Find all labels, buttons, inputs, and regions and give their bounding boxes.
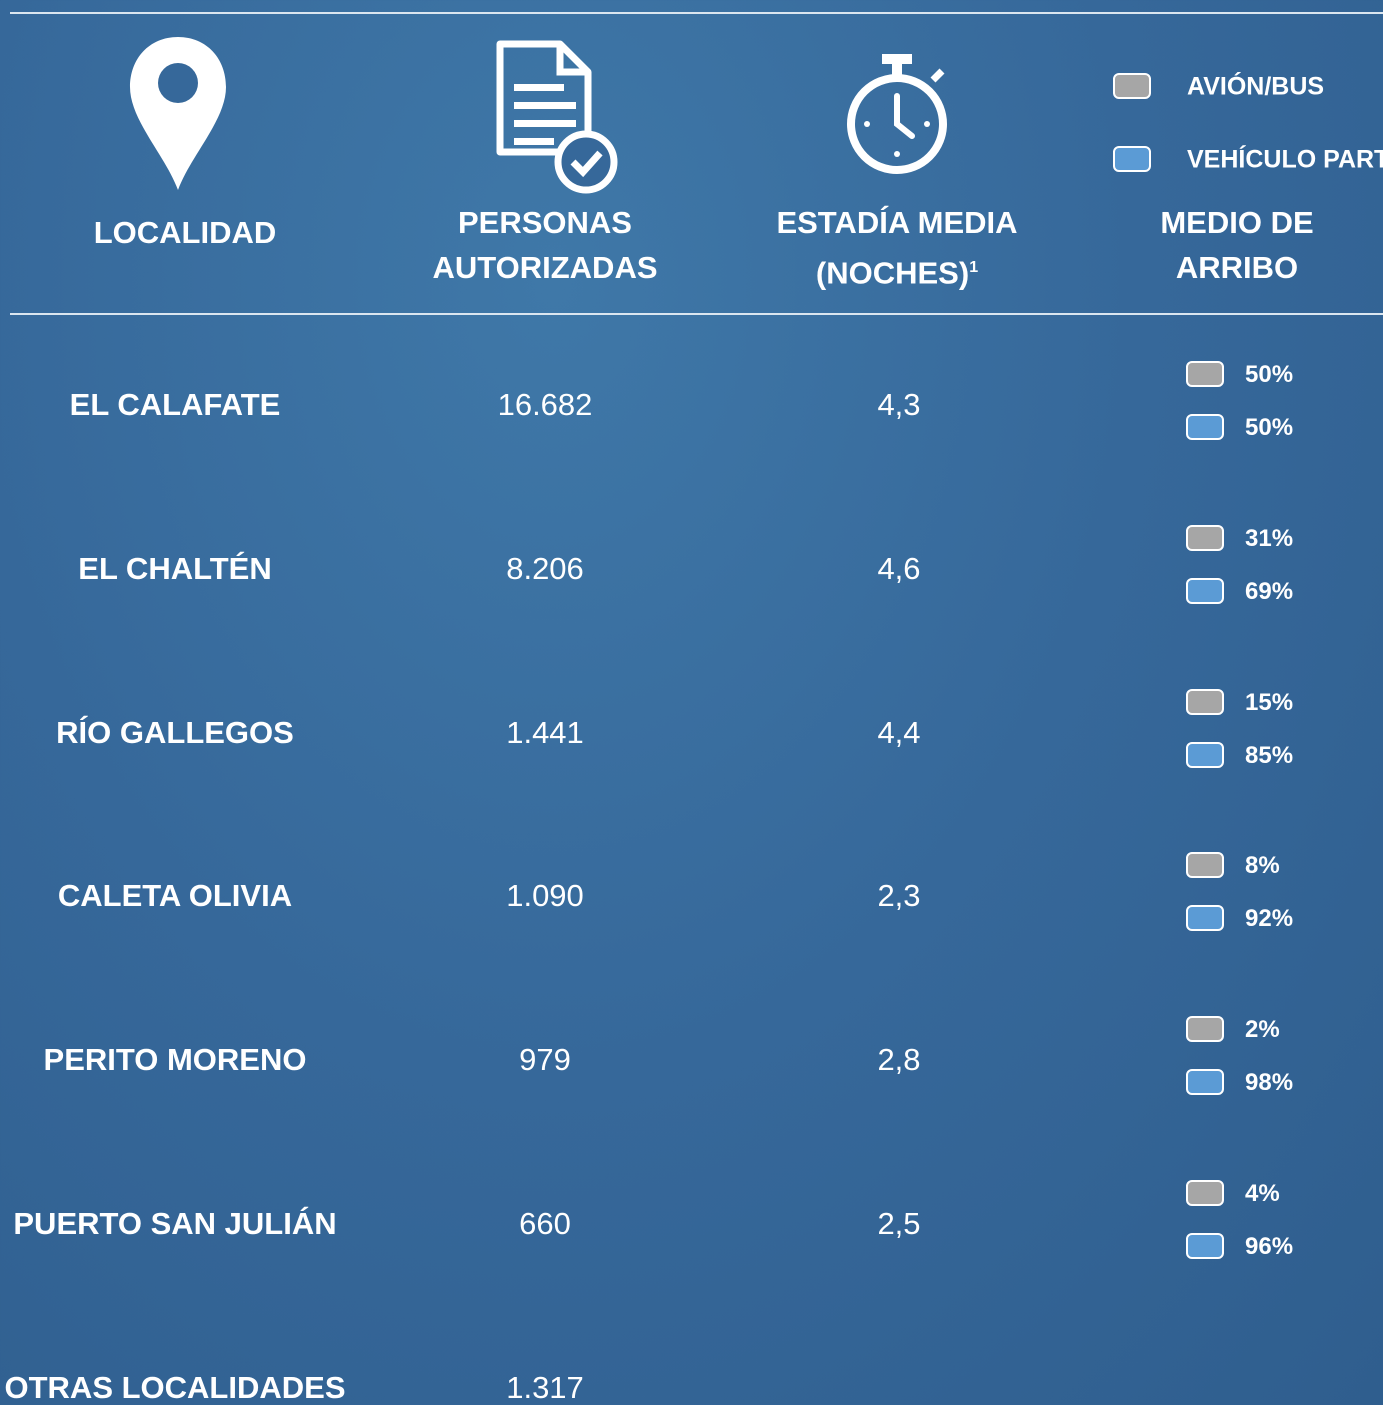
arribo-swatch	[1186, 524, 1224, 551]
legend-label: AVIÓN/BUS	[1187, 72, 1325, 101]
arribo-swatch	[1186, 852, 1224, 879]
divider	[10, 313, 1383, 315]
header-estadia-text: ESTADÍA MEDIA (NOCHES)	[776, 205, 1018, 291]
legend-swatch	[1113, 146, 1151, 172]
personas: 660	[519, 1206, 571, 1241]
arribo-swatch	[1186, 741, 1224, 768]
arribo-swatch	[1186, 905, 1224, 932]
footnote-mark: 1	[969, 259, 979, 276]
estadia: 2,8	[877, 1042, 921, 1078]
arribo-swatch	[1186, 1069, 1224, 1096]
arribo-pct: 85%	[1245, 741, 1294, 769]
arribo-swatch	[1186, 1233, 1224, 1259]
arribo-pct: 96%	[1245, 1233, 1294, 1260]
arribo-pct: 4%	[1245, 1180, 1280, 1207]
estadia: 4,6	[877, 550, 921, 586]
arribo-swatch	[1186, 577, 1224, 604]
personas: 16.682	[497, 387, 593, 422]
localidad: CALETA OLIVIA	[57, 878, 293, 914]
arribo-pct: 98%	[1245, 1069, 1294, 1097]
arribo-pct: 50%	[1245, 361, 1294, 388]
arribo-swatch	[1186, 361, 1224, 387]
localidad: RÍO GALLEGOS	[56, 714, 294, 750]
arribo-pct: 31%	[1245, 524, 1294, 552]
personas: 1.441	[506, 714, 584, 750]
arribo-swatch	[1186, 1016, 1224, 1043]
arribo-pct: 92%	[1245, 905, 1294, 933]
header-localidad: LOCALIDAD	[93, 215, 277, 250]
localidad: EL CALAFATE	[69, 387, 281, 422]
personas: 979	[519, 1042, 571, 1078]
estadia: 2,5	[877, 1206, 921, 1241]
document-icon	[496, 40, 618, 194]
header-personas: PERSONAS AUTORIZADAS	[432, 205, 658, 285]
header-estadia: ESTADÍA MEDIA (NOCHES)1	[757, 200, 1037, 295]
estadia: 4,3	[877, 387, 921, 422]
localidad: PERITO MORENO	[43, 1042, 307, 1078]
stopwatch-icon	[847, 54, 947, 174]
estadia: 2,3	[877, 878, 921, 914]
arribo-swatch	[1186, 414, 1224, 440]
arribo-pct: 2%	[1245, 1016, 1280, 1044]
localidad: PUERTO SAN JULIÁN	[13, 1206, 337, 1241]
arribo-pct: 69%	[1245, 577, 1294, 605]
header-medio: MEDIO DE ARRIBO	[1160, 205, 1314, 285]
legend-swatch	[1113, 73, 1151, 99]
arribo-pct: 15%	[1245, 688, 1294, 716]
arribo-swatch	[1186, 688, 1224, 715]
localidad: OTRAS LOCALIDADES	[4, 1369, 346, 1405]
personas: 8.206	[506, 550, 584, 586]
estadia: 4,4	[877, 714, 921, 750]
arribo-pct: 8%	[1245, 852, 1280, 880]
divider	[10, 12, 1383, 14]
arribo-pct: 50%	[1245, 414, 1294, 441]
personas: 1.090	[506, 878, 584, 914]
legend-label: VEHÍCULO PART	[1187, 145, 1383, 174]
personas: 1.317	[506, 1369, 584, 1405]
pin-icon	[130, 37, 226, 190]
localidad: EL CHALTÉN	[78, 550, 272, 586]
arribo-swatch	[1186, 1180, 1224, 1206]
